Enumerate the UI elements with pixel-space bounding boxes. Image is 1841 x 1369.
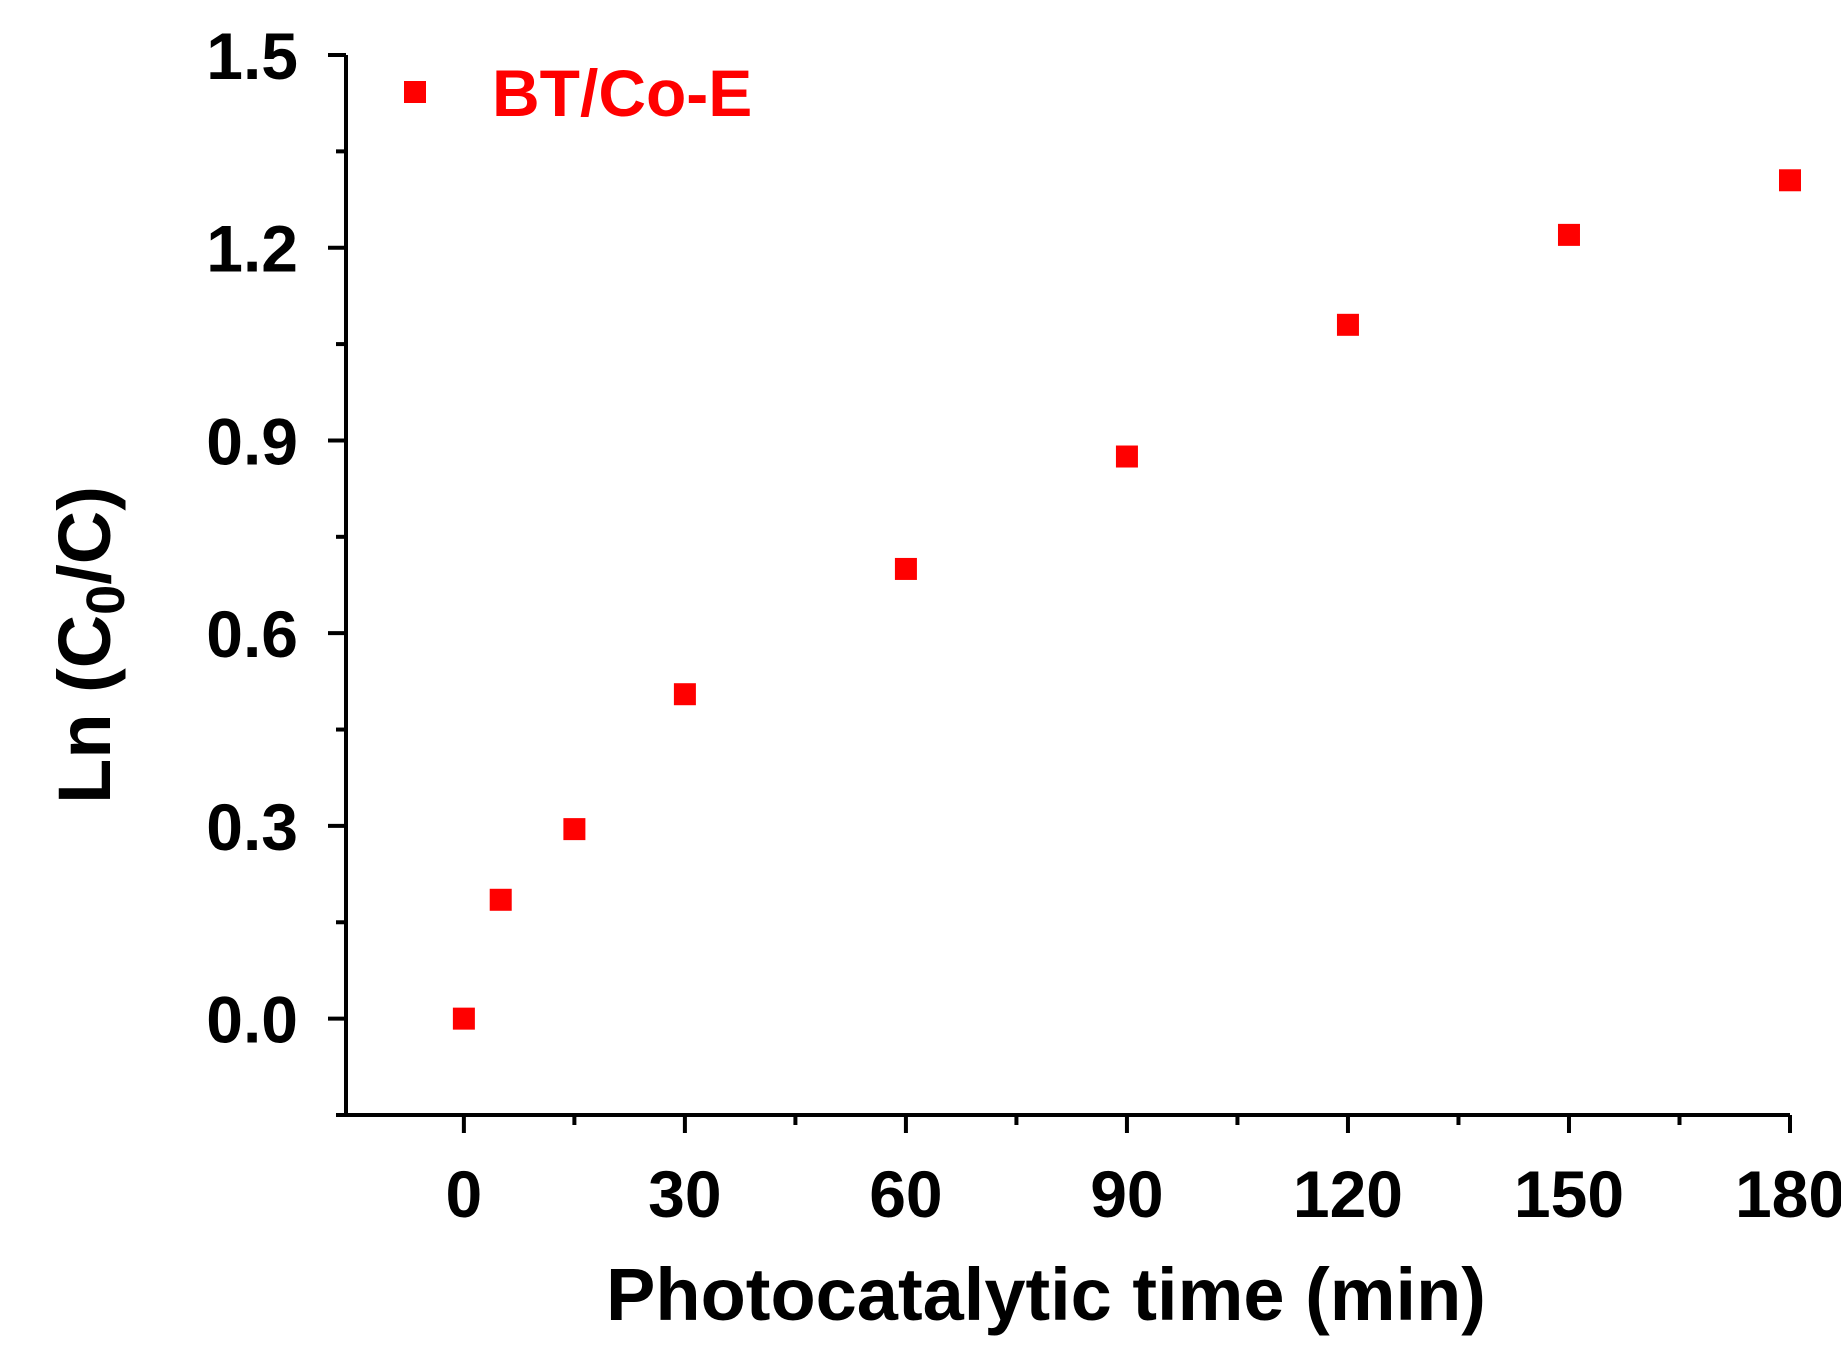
- data-point: [673, 683, 696, 706]
- data-point: [1557, 223, 1580, 246]
- data-point: [1336, 313, 1359, 336]
- y-tick-label: 1.5: [206, 19, 298, 93]
- y-tick-label: 0.9: [206, 404, 298, 478]
- data-point: [563, 818, 586, 841]
- ticks: 0.0 0.3 0.6 0.9 1.2 1.5 0 30 60 90 120 150 180: [206, 19, 1841, 1231]
- x-tick-label: 150: [1514, 1157, 1624, 1231]
- legend-marker: [404, 81, 426, 103]
- x-tick-label: 180: [1735, 1157, 1841, 1231]
- x-tick-label: 0: [446, 1157, 483, 1231]
- data-point: [1115, 445, 1138, 468]
- data-point: [489, 888, 512, 911]
- y-tick-label: 1.2: [206, 212, 298, 286]
- y-tick-label: 0.6: [206, 597, 298, 671]
- x-tick-label: 120: [1293, 1157, 1403, 1231]
- data-point: [452, 1007, 475, 1030]
- x-axis-title: Photocatalytic time (min): [606, 1253, 1486, 1336]
- x-tick-label: 30: [648, 1157, 721, 1231]
- data-point: [894, 557, 917, 580]
- x-tick-label: 60: [869, 1157, 942, 1231]
- y-axis-title: Ln (C0/C): [43, 486, 136, 804]
- axes: [344, 55, 1790, 1117]
- data-points: [452, 169, 1801, 1030]
- y-tick-label: 0.3: [206, 790, 298, 864]
- y-tick-label: 0.0: [206, 983, 298, 1057]
- legend-label: BT/Co-E: [492, 56, 752, 130]
- x-tick-label: 90: [1090, 1157, 1163, 1231]
- legend: BT/Co-E: [404, 56, 752, 130]
- data-point: [1779, 169, 1801, 192]
